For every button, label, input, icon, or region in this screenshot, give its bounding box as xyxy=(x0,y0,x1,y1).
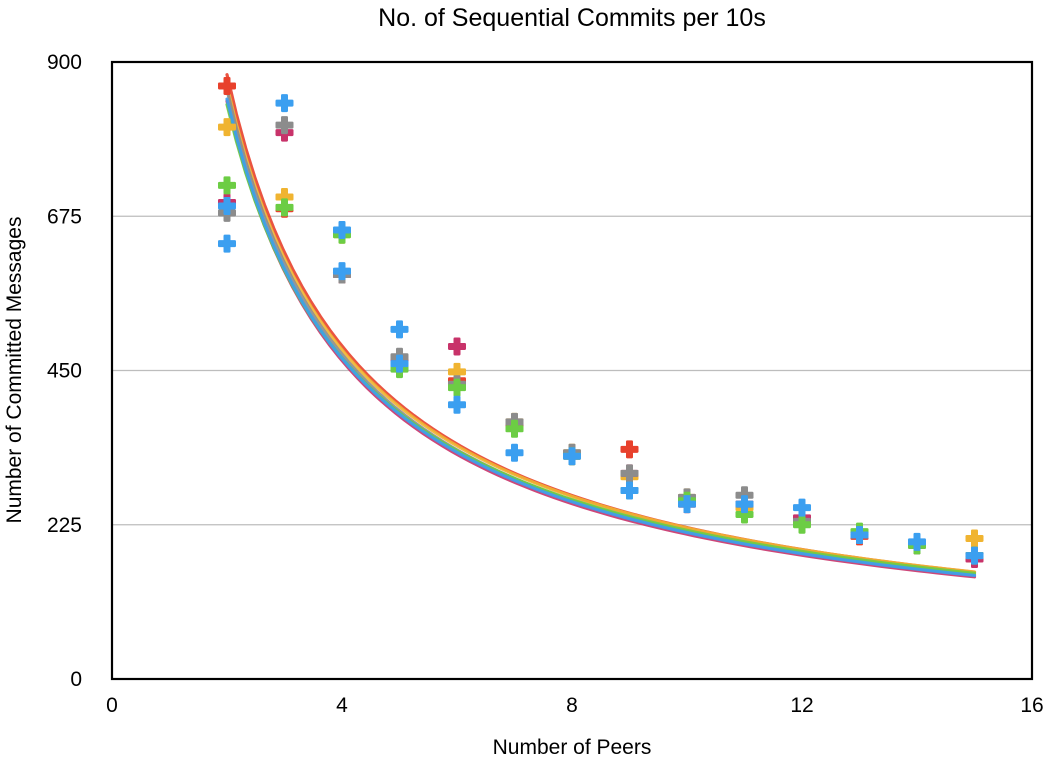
data-point xyxy=(333,220,351,239)
y-tick-label: 225 xyxy=(47,514,82,537)
data-point xyxy=(908,532,926,551)
data-point-vbar xyxy=(626,481,633,500)
trendlines xyxy=(225,73,977,579)
data-point xyxy=(448,378,466,397)
data-point-vbar xyxy=(223,176,231,195)
data-point-vbar xyxy=(281,94,288,113)
data-point xyxy=(735,495,754,514)
y-tick-label: 0 xyxy=(70,668,82,691)
data-point-vbar xyxy=(626,440,633,459)
data-point xyxy=(275,94,294,113)
data-point-vbar xyxy=(971,529,978,548)
data-point-vbar xyxy=(683,495,691,514)
data-point xyxy=(218,76,236,95)
trendline xyxy=(225,102,977,575)
data-point-vbar xyxy=(798,498,806,517)
data-point-vbar xyxy=(798,515,806,534)
data-point-vbar xyxy=(453,378,461,397)
data-point xyxy=(620,481,639,500)
data-point xyxy=(620,464,639,483)
trendline xyxy=(225,88,977,577)
y-axis-ticks: 0 225 450 675 900 xyxy=(47,51,82,691)
x-axis-label: Number of Peers xyxy=(493,736,652,759)
data-point xyxy=(218,176,236,195)
trendline xyxy=(225,73,977,574)
data-point xyxy=(505,443,524,462)
data-point-vbar xyxy=(741,495,748,514)
x-tick-label: 8 xyxy=(566,694,578,717)
data-point xyxy=(505,419,524,438)
data-point xyxy=(448,337,466,356)
data-point-vbar xyxy=(223,196,231,215)
data-point-vbar xyxy=(453,337,461,356)
data-point xyxy=(678,495,696,514)
y-tick-label: 450 xyxy=(47,360,82,383)
trendline xyxy=(225,97,977,578)
chart-title: No. of Sequential Commits per 10s xyxy=(378,4,766,32)
data-point-vbar xyxy=(281,198,288,217)
data-point-vbar xyxy=(396,354,403,373)
plot-area-frame xyxy=(110,60,1034,681)
y-tick-label: 675 xyxy=(47,205,82,228)
data-point xyxy=(620,440,639,459)
data-point xyxy=(965,529,984,548)
data-point xyxy=(850,526,869,545)
data-point-vbar xyxy=(338,220,346,239)
data-point-vbar xyxy=(453,395,461,414)
x-tick-label: 16 xyxy=(1020,694,1043,717)
x-tick-label: 12 xyxy=(790,694,813,717)
data-point xyxy=(333,262,351,281)
data-point-vbar xyxy=(396,320,403,339)
data-point xyxy=(448,395,466,414)
trendline xyxy=(225,84,977,574)
data-point xyxy=(390,354,409,373)
x-tick-label: 0 xyxy=(106,694,118,717)
data-point-vbar xyxy=(338,262,346,281)
data-point xyxy=(218,118,236,137)
data-point xyxy=(275,116,294,135)
data-point-vbar xyxy=(223,76,231,95)
data-points xyxy=(218,76,984,569)
y-axis-label: Number of Committed Messages xyxy=(3,217,26,524)
data-point xyxy=(390,320,409,339)
data-point-vbar xyxy=(511,443,518,462)
data-point-vbar xyxy=(281,116,288,135)
y-tick-label: 900 xyxy=(47,51,82,74)
data-point xyxy=(793,515,811,534)
data-point-vbar xyxy=(568,447,576,466)
data-point-vbar xyxy=(856,526,863,545)
data-point-vbar xyxy=(626,464,633,483)
data-point xyxy=(218,234,236,253)
data-point-vbar xyxy=(223,118,231,137)
data-point-vbar xyxy=(971,546,978,565)
data-point xyxy=(218,196,236,215)
data-point xyxy=(275,198,294,217)
data-point xyxy=(563,447,581,466)
data-point-vbar xyxy=(511,419,518,438)
data-point xyxy=(793,498,811,517)
x-axis-ticks: 0 4 8 12 16 xyxy=(106,694,1044,717)
gridlines xyxy=(112,215,1032,526)
data-point xyxy=(965,546,984,565)
data-point-vbar xyxy=(913,532,921,551)
data-point-vbar xyxy=(223,234,231,253)
x-tick-label: 4 xyxy=(336,694,348,717)
